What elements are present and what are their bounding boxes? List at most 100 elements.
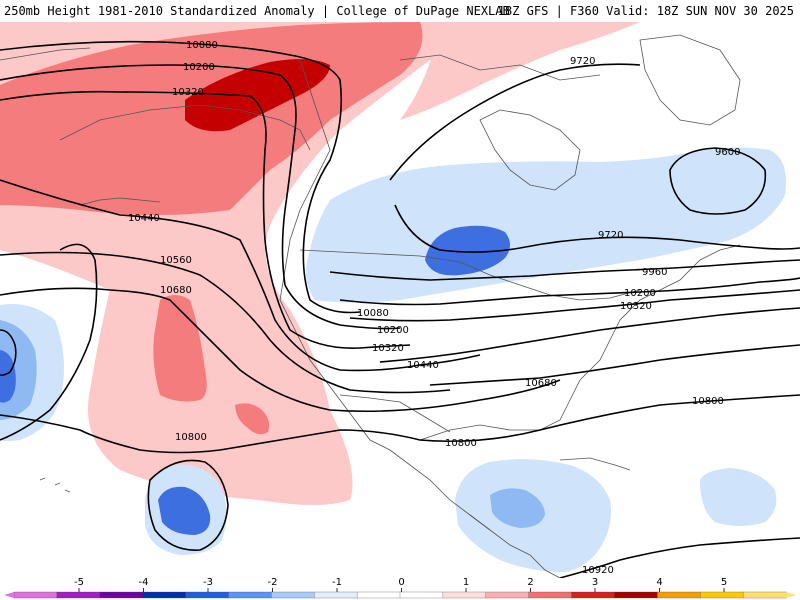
anomaly-shading [0, 22, 786, 573]
colorbar: -5 -4 -3 -2 -1 0 1 2 3 4 5 [0, 577, 800, 600]
contour-label: 10560 [160, 255, 192, 266]
coast-cuba [559, 457, 631, 471]
height-contours [0, 40, 800, 579]
coast-arctic-islands [399, 54, 601, 81]
contour-label: 10200 [183, 62, 215, 73]
contour-label: 10800 [692, 396, 724, 407]
anomaly-negative-1-north-america [306, 147, 786, 303]
colorbar-segment [142, 591, 187, 599]
colorbar-tick-label: 0 [398, 577, 404, 588]
contour-label: 10080 [186, 40, 218, 51]
hawaii [39, 477, 71, 493]
colorbar-tick-label: 4 [656, 577, 662, 588]
contour-10800-closed [147, 459, 229, 551]
coastlines [0, 34, 741, 579]
colorbar-tick-label: -1 [332, 577, 342, 588]
contour-label: 10200 [377, 325, 409, 336]
colorbar-segment [657, 591, 701, 599]
anomaly-positive-3-alaska [185, 59, 330, 132]
colorbar-segment [56, 591, 101, 599]
anomaly-negative-3-west-pacific [0, 350, 16, 403]
contour-10680-east [429, 344, 800, 386]
contour-label: 10320 [172, 87, 204, 98]
contour-label: 10320 [372, 343, 404, 354]
contour-9960 [329, 259, 800, 281]
colorbar-segment [614, 591, 658, 599]
colorbar-segment [99, 591, 144, 599]
contour-label: 9960 [642, 267, 667, 278]
coast-hudson-bay [479, 109, 581, 191]
contour-10200-north [0, 64, 401, 330]
colorbar-tick-label: 3 [592, 577, 598, 588]
coast-greenland [639, 34, 741, 126]
contour-west-pacific-closed [0, 329, 17, 376]
contour-10080-north [0, 40, 361, 314]
colorbar-segment [700, 591, 744, 599]
contour-10800-pacific [0, 394, 800, 454]
siberia-coast [0, 47, 91, 61]
contour-label: 9600 [715, 147, 740, 158]
colorbar-segment [228, 591, 272, 599]
border-us-canada [299, 249, 641, 301]
contour-label: 10680 [160, 285, 192, 296]
coast-central-america [469, 514, 561, 579]
model-valid-time: 18Z GFS | F360 Valid: 18Z SUN NOV 30 202… [497, 4, 794, 18]
aleutians [79, 197, 161, 206]
anomaly-positive-2-pacific [153, 295, 207, 402]
contour-10320-north [0, 90, 411, 349]
colorbar-segment [314, 591, 358, 599]
colorbar-tick-label: -5 [74, 577, 84, 588]
contour-9720-east [394, 204, 800, 253]
colorbar-segment [13, 591, 58, 599]
contour-label: 9720 [570, 56, 595, 67]
colorbar-segment [185, 591, 230, 599]
contour-label: 10800 [445, 438, 477, 449]
contour-label: 10800 [175, 432, 207, 443]
contour-10440-east [379, 307, 800, 363]
contour-label: 10320 [620, 301, 652, 312]
anomaly-negative-3-great-lakes [425, 225, 510, 276]
colorbar-right-arrow [786, 592, 796, 598]
colorbar-tick-label: -3 [203, 577, 213, 588]
colorbar-left-arrow [4, 592, 14, 598]
colorbar-tick-label: 2 [527, 577, 533, 588]
contour-label: 10080 [357, 308, 389, 319]
contour-10200-east [339, 277, 800, 306]
coast-alaska [59, 104, 311, 151]
contour-10920 [559, 537, 800, 579]
colorbar-labels: -5 -4 -3 -2 -1 0 1 2 3 4 5 [74, 577, 727, 592]
colorbar-tick-label: 5 [721, 577, 727, 588]
coast-gulf-of-mexico [419, 379, 581, 441]
map-title: 250mb Height 1981-2010 Standardized Anom… [4, 4, 510, 18]
contour-labels: 10080 10200 10320 10440 10560 10680 1080… [128, 40, 740, 576]
contour-label: 10440 [407, 360, 439, 371]
anomaly-negative-1-atlantic [700, 468, 777, 526]
colorbar-segment [742, 591, 787, 599]
colorbar-segment [528, 591, 573, 599]
colorbar-segment [399, 591, 444, 599]
anomaly-positive-1-arctic [400, 22, 640, 120]
colorbar-segment [571, 591, 616, 599]
contour-10680 [0, 287, 561, 413]
coast-east-north-america [579, 244, 741, 381]
border-us-mexico [339, 394, 451, 433]
colorbar-segment [356, 591, 401, 599]
colorbar-tick-label: 1 [463, 577, 469, 588]
contour-label: 10920 [582, 565, 614, 576]
contour-10440 [0, 179, 481, 372]
colorbar-segment [485, 591, 530, 599]
colorbar-segment [271, 591, 315, 599]
contour-trough-west [0, 243, 98, 441]
colorbar-tick-label: -4 [139, 577, 149, 588]
coast-west-north-america [279, 59, 491, 531]
anomaly-positive-2-small [235, 403, 270, 435]
contour-label: 10440 [128, 213, 160, 224]
contour-label: 10680 [525, 378, 557, 389]
anomaly-negative-3-central-pacific [158, 486, 211, 535]
contour-9600-closed [669, 147, 767, 215]
colorbar-tick-label: -2 [268, 577, 278, 588]
colorbar-segment [442, 591, 487, 599]
contour-9720-north [389, 63, 641, 181]
anomaly-negative-2-caribbean [490, 488, 545, 528]
